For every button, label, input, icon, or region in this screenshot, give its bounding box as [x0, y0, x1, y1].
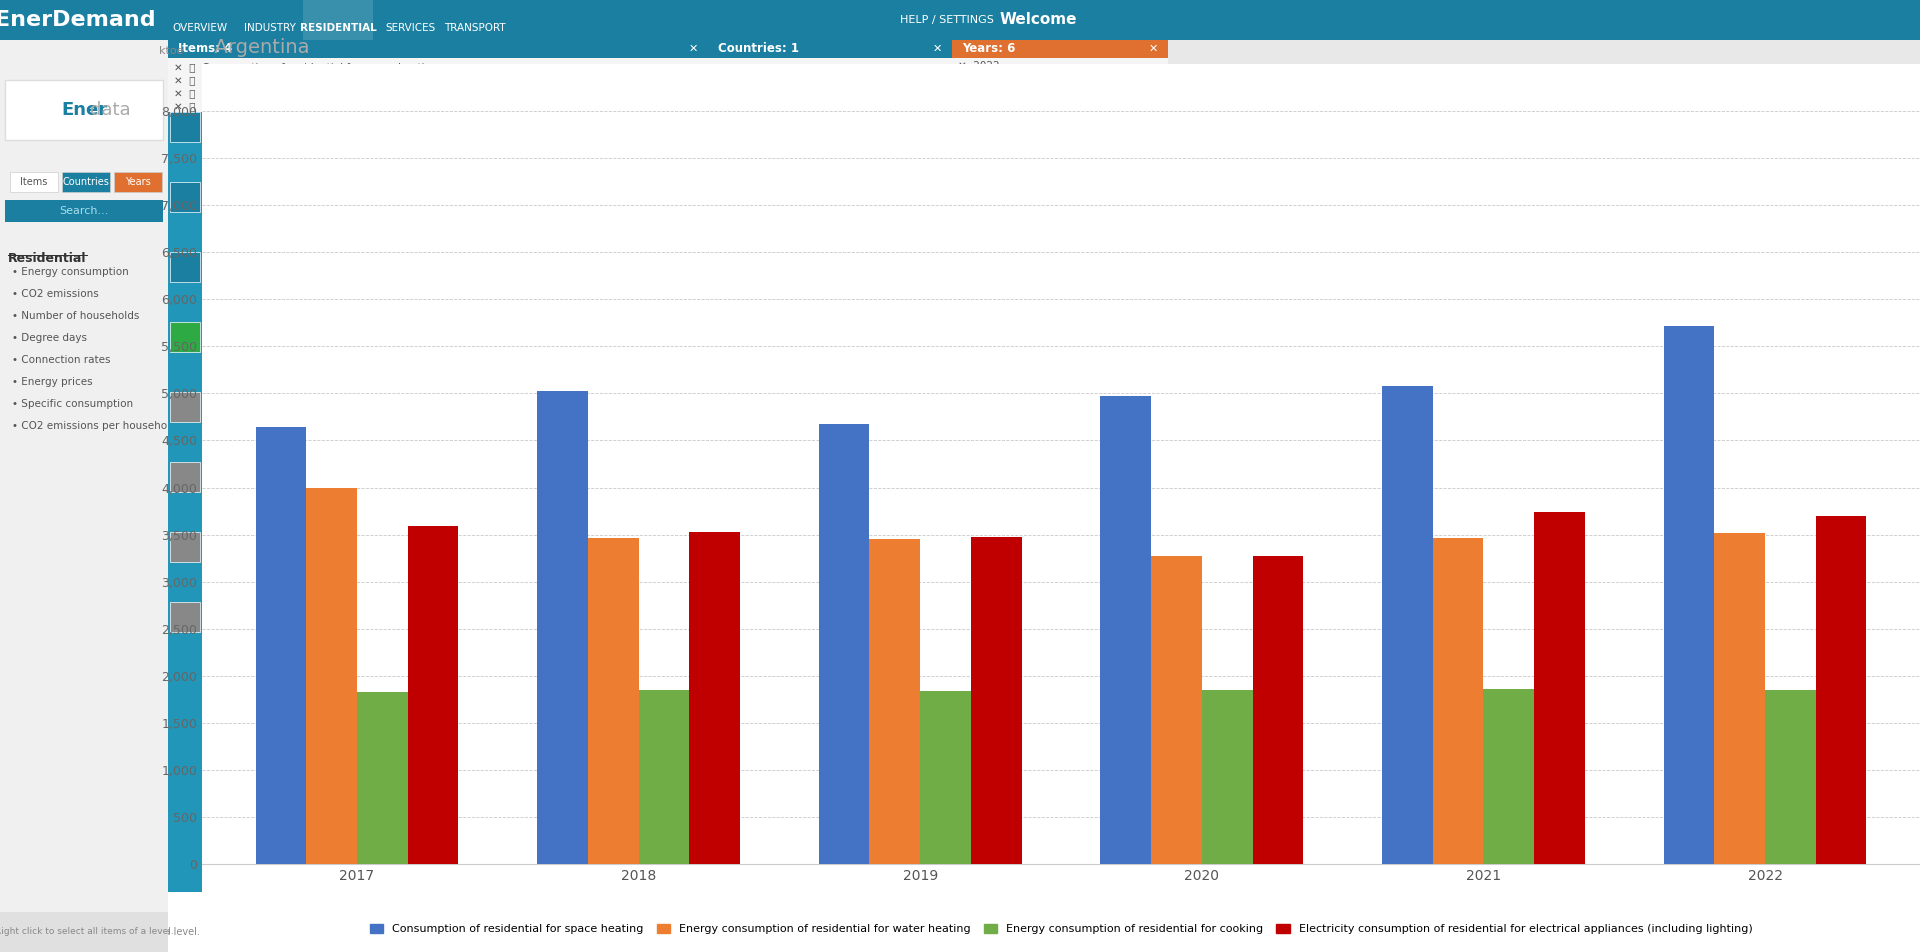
Bar — [1252, 556, 1304, 864]
Text: ✕  2019: ✕ 2019 — [958, 94, 1000, 104]
Bar — [1816, 516, 1866, 864]
Bar — [171, 602, 200, 632]
Bar — [588, 538, 639, 864]
Bar — [818, 424, 870, 864]
Text: ✕  🔍  Electricity consumption of residential for electrical appliances (includin: ✕ 🔍 Electricity consumption of residenti… — [175, 102, 628, 112]
Text: • Energy consumption: • Energy consumption — [12, 267, 129, 277]
Text: INDUSTRY: INDUSTRY — [244, 23, 296, 33]
Bar — [171, 112, 200, 142]
Bar — [303, 0, 372, 40]
Text: Right click to select all items of a level.: Right click to select all items of a lev… — [0, 927, 173, 937]
Text: ✕  🔍  Argentina: ✕ 🔍 Argentina — [714, 71, 793, 81]
Bar — [10, 172, 58, 192]
Bar — [639, 690, 689, 864]
Text: Countries: Countries — [63, 177, 109, 187]
Text: EnerDemand: EnerDemand — [0, 10, 156, 30]
Bar — [1382, 386, 1432, 864]
Text: ✕  🔍  Energy consumption of residential for cooking: ✕ 🔍 Energy consumption of residential fo… — [175, 89, 444, 99]
Bar — [61, 172, 109, 192]
Text: Welcome: Welcome — [1000, 12, 1077, 28]
Text: ✕  🔍  Consumption of residential for space heating: ✕ 🔍 Consumption of residential for space… — [175, 63, 438, 73]
Bar — [171, 252, 200, 282]
Bar — [171, 392, 200, 422]
Bar — [1665, 326, 1715, 864]
Text: ✕  2021: ✕ 2021 — [958, 72, 1000, 82]
Text: ✕  2018: ✕ 2018 — [958, 105, 1000, 115]
Bar — [8, 254, 88, 256]
Text: ✕: ✕ — [689, 44, 699, 54]
Text: data: data — [90, 101, 131, 119]
Bar — [1534, 512, 1584, 864]
Bar — [6, 80, 163, 140]
Bar — [357, 692, 407, 864]
Legend: Consumption of residential for space heating, Energy consumption of residential : Consumption of residential for space hea… — [365, 919, 1757, 939]
Text: • Specific consumption: • Specific consumption — [12, 399, 132, 409]
Text: Years: 6: Years: 6 — [962, 43, 1016, 55]
Text: ✕  2020: ✕ 2020 — [958, 83, 1000, 93]
Text: HELP / SETTINGS: HELP / SETTINGS — [900, 15, 995, 25]
Text: Items: Items — [21, 177, 48, 187]
Bar — [920, 691, 972, 864]
Bar — [255, 427, 305, 864]
Bar — [870, 539, 920, 864]
Bar — [1764, 690, 1816, 864]
Bar — [1484, 689, 1534, 864]
Bar — [972, 538, 1021, 864]
Text: Countries: 1: Countries: 1 — [718, 43, 799, 55]
Text: TRANSPORT: TRANSPORT — [444, 23, 505, 33]
Text: Items: 4: Items: 4 — [179, 43, 232, 55]
Text: RESIDENTIAL: RESIDENTIAL — [300, 23, 376, 33]
Bar — [6, 200, 163, 222]
Bar — [171, 532, 200, 562]
Bar — [171, 462, 200, 492]
Bar — [1202, 690, 1252, 864]
Y-axis label: ktoe: ktoe — [159, 46, 182, 56]
Text: ✕: ✕ — [1148, 44, 1158, 54]
Text: • Degree days: • Degree days — [12, 333, 86, 343]
Bar — [1100, 396, 1152, 864]
Text: • Connection rates: • Connection rates — [12, 355, 111, 365]
Text: • CO2 emissions: • CO2 emissions — [12, 289, 98, 299]
Text: • CO2 emissions per household: • CO2 emissions per household — [12, 421, 177, 431]
Bar — [1152, 556, 1202, 864]
Text: • Number of households: • Number of households — [12, 311, 140, 321]
Text: ✕  2022: ✕ 2022 — [958, 61, 1000, 71]
Bar — [171, 322, 200, 352]
Bar — [689, 532, 739, 864]
Bar — [407, 526, 459, 864]
Text: • Energy prices: • Energy prices — [12, 377, 92, 387]
Text: ✕: ✕ — [933, 44, 943, 54]
Text: Ener: Ener — [61, 101, 108, 119]
Bar — [113, 172, 161, 192]
Text: Residential: Residential — [8, 252, 86, 265]
Bar — [1715, 533, 1764, 864]
Text: ✕  🔍  Energy consumption of residential for water heating: ✕ 🔍 Energy consumption of residential fo… — [175, 76, 474, 86]
Text: SERVICES: SERVICES — [384, 23, 436, 33]
Text: OVERVIEW: OVERVIEW — [173, 23, 228, 33]
Bar — [538, 390, 588, 864]
Text: Years: Years — [125, 177, 152, 187]
Text: Argentina: Argentina — [202, 38, 309, 57]
Text: Search...: Search... — [60, 206, 109, 216]
Text: Right click to select all items of a level.: Right click to select all items of a lev… — [8, 927, 200, 937]
Bar — [1432, 538, 1484, 864]
Bar — [305, 487, 357, 864]
Bar — [171, 182, 200, 212]
